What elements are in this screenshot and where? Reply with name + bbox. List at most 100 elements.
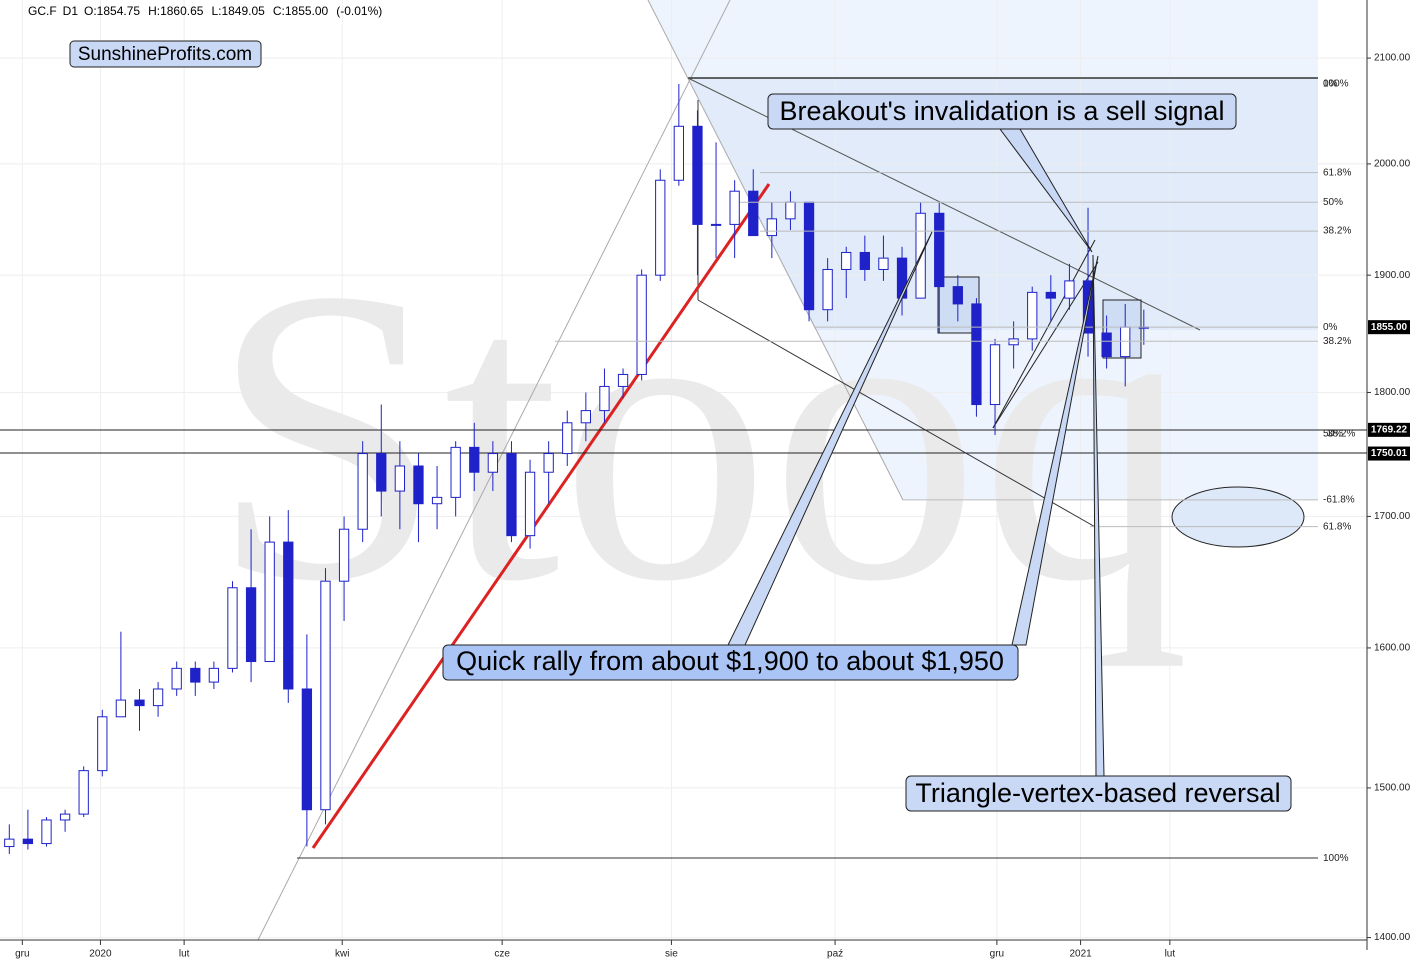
- y-tick-label: 1900.00: [1374, 270, 1411, 281]
- trend-line: [697, 299, 1098, 529]
- header-field: C:1855.00: [273, 4, 329, 18]
- candle-body: [841, 251, 852, 270]
- price-tag-label: 1750.01: [1371, 448, 1408, 459]
- candle-body: [320, 580, 331, 811]
- candle-body: [227, 587, 238, 669]
- header-field: L:1849.05: [211, 4, 265, 18]
- candle-body: [673, 125, 685, 181]
- candle-body: [394, 465, 406, 492]
- price-tag: [1368, 320, 1410, 335]
- candle-body: [152, 688, 164, 707]
- candle-body: [283, 541, 294, 690]
- x-tick-label: kwi: [335, 949, 349, 960]
- candle-body: [264, 541, 275, 663]
- fib-label: -61.8%: [1323, 495, 1355, 506]
- header: GC.F D1 O:1854.75 H:1860.65 L:1849.05 C:1855.…: [28, 4, 382, 18]
- triangle-line: [992, 261, 1099, 429]
- callout-box: [767, 93, 1237, 130]
- fib-label: 0%: [1323, 79, 1338, 90]
- candle-body: [22, 838, 34, 845]
- candle-body: [171, 667, 182, 690]
- candle-body: [338, 528, 350, 582]
- candle-body: [617, 373, 629, 387]
- y-tick-label: 1400.00: [1374, 932, 1411, 943]
- price-tag-label: 1769.22: [1371, 425, 1408, 436]
- candle-body: [580, 410, 592, 424]
- callout-text: Quick rally from about $1,900 to about $…: [456, 646, 1004, 676]
- fib-label: 100%: [1323, 853, 1349, 864]
- header-field: GC.F: [28, 4, 57, 18]
- candle-body: [506, 453, 517, 537]
- candle-body: [450, 446, 461, 498]
- x-tick-label: lut: [1165, 949, 1176, 960]
- fib-label: 38.2%: [1323, 226, 1351, 237]
- y-tick-label: 2000.00: [1374, 159, 1411, 170]
- candle-body: [729, 190, 740, 225]
- fan-line: [647, 0, 904, 501]
- candle-body: [599, 385, 610, 412]
- x-tick-label: gru: [15, 949, 29, 960]
- candle-body: [859, 251, 870, 270]
- candle-body: [1120, 326, 1131, 358]
- candle-body: [190, 667, 201, 683]
- candle-body: [971, 303, 982, 406]
- candle-body: [785, 201, 796, 220]
- fib-label: 38.2%: [1323, 336, 1351, 347]
- fib-label: 50%: [1323, 428, 1343, 439]
- candle-body: [115, 699, 127, 718]
- candle-body: [59, 813, 71, 821]
- axes: 1400.00 1500.00 1600.00 1700.00 1800.00 1900.…: [15, 53, 1410, 960]
- candle-body: [822, 268, 833, 311]
- candle-body: [878, 257, 889, 270]
- candle-body: [4, 838, 15, 848]
- fib-label: 0%: [1323, 322, 1338, 333]
- candle-body: [636, 274, 647, 375]
- y-tick-label: 1700.00: [1374, 511, 1411, 522]
- brand: SunshineProfits.com: [78, 44, 252, 65]
- y-tick-label: 2100.00: [1374, 53, 1411, 64]
- candle-body: [357, 453, 368, 530]
- candle-body: [1045, 291, 1056, 299]
- x-tick-label: sie: [665, 949, 678, 960]
- candle-body: [1008, 338, 1019, 346]
- header-field: (-0.01%): [336, 4, 382, 18]
- candle-body: [376, 453, 387, 492]
- candle-body: [208, 667, 220, 683]
- callout-text: Triangle-vertex-based reversal: [915, 778, 1280, 808]
- candle-body: [692, 125, 703, 225]
- watermark: Stooq: [210, 202, 1190, 668]
- candle-body: [431, 496, 443, 505]
- callout-box: [442, 644, 1019, 681]
- fib-levels: 0%100%61.8%50%38.2%0%38.2%50%38.2%-61.8%…: [555, 79, 1355, 864]
- x-tick-label: paź: [827, 949, 843, 960]
- fib-label: 100%: [1323, 79, 1349, 90]
- candle-body: [710, 223, 722, 226]
- y-tick-label: 1600.00: [1374, 643, 1411, 654]
- triangle-line: [992, 239, 1096, 429]
- price-tag: [1368, 422, 1410, 437]
- candle-body: [766, 218, 777, 237]
- candle-body: [1064, 280, 1075, 299]
- x-tick-label: cze: [494, 949, 510, 960]
- fib-label: 50%: [1323, 197, 1343, 208]
- candle-body: [1027, 291, 1038, 340]
- candles: [4, 84, 1149, 854]
- candle-body: [952, 286, 963, 305]
- fib-label: 38.2%: [1327, 428, 1355, 439]
- candle-body: [413, 465, 424, 505]
- candle-body: [989, 344, 1001, 406]
- callout-pointer: [1011, 255, 1099, 646]
- y-tick-label: 1800.00: [1374, 387, 1411, 398]
- support-line: [311, 183, 771, 849]
- candle-body: [934, 212, 945, 288]
- candle-body: [524, 471, 536, 537]
- header-field: H:1860.65: [148, 4, 204, 18]
- candle-body: [748, 190, 759, 237]
- y-tick-label: 1500.00: [1374, 783, 1411, 794]
- candle-body: [543, 453, 554, 473]
- candle-body: [1101, 332, 1112, 358]
- candle-body: [487, 453, 499, 473]
- x-tick-label: lut: [179, 949, 190, 960]
- candle-body: [562, 422, 573, 455]
